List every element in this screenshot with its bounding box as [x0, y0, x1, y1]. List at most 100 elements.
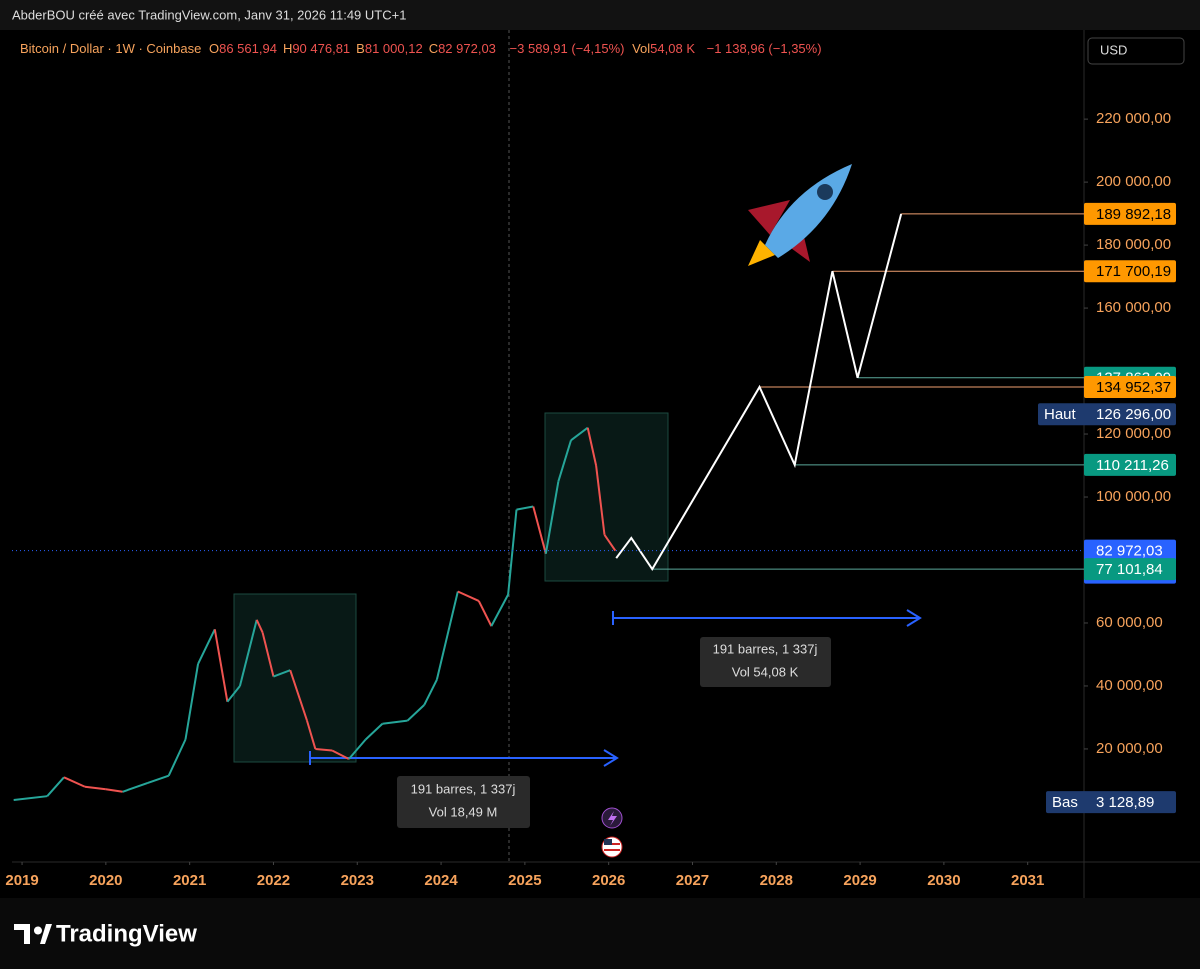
event-icons	[601, 807, 623, 858]
price-label-box	[1084, 375, 1176, 398]
price-segment	[477, 600, 493, 627]
currency[interactable]: USD	[1100, 42, 1127, 57]
y-tick-label: 180 000,00	[1096, 236, 1171, 253]
volume-value: 54,08 K	[650, 41, 695, 56]
range-box	[233, 593, 357, 763]
ohlc: O86 561,94 H90 476,81 B81 000,12 C82 972,03	[209, 41, 502, 56]
price-segment	[105, 788, 123, 793]
symbol: Bitcoin / Dollar · 1W · Coinbase	[20, 41, 202, 56]
logo: TradingView	[14, 920, 197, 947]
x-tick-label: 2027	[676, 872, 709, 889]
x-tick-label: 2031	[1011, 872, 1044, 889]
price-segment	[289, 669, 308, 721]
y-tick-label: 40 000,00	[1096, 677, 1163, 694]
x-tick-label: 2019	[5, 872, 38, 889]
price-segment	[167, 739, 187, 777]
price-segment	[435, 591, 459, 680]
price-label: 110 211,26	[1096, 457, 1169, 474]
price-segment	[516, 505, 534, 511]
volume-key: Vol	[632, 41, 651, 56]
price-segment	[557, 440, 572, 482]
y-tick-label: 100 000,00	[1096, 488, 1171, 505]
price-label: 126 296,00	[1096, 406, 1171, 423]
price-segment	[306, 720, 317, 750]
range-box	[544, 412, 669, 582]
price-segment	[382, 719, 408, 725]
price-label-box	[1084, 558, 1176, 581]
x-tick-label: 2028	[760, 872, 793, 889]
price-segment	[261, 632, 275, 677]
measure-tooltip	[397, 776, 530, 828]
price-segment	[490, 594, 509, 627]
ohlc-key: H	[282, 41, 293, 56]
ohlc-key: C	[428, 41, 439, 56]
ohlc-key: O	[208, 41, 220, 56]
projection-line	[615, 213, 903, 572]
price-segment	[570, 426, 589, 442]
y-tick-label: 160 000,00	[1096, 299, 1171, 316]
volume: Vol54,08 K	[632, 41, 699, 56]
brand: TradingView	[56, 920, 197, 947]
x-tick-label: 2026	[592, 872, 625, 889]
ohlc-value: 82 972,03	[438, 41, 496, 56]
price-segment	[255, 619, 264, 633]
legend: Bitcoin / Dollar · 1W · Coinbase O86 561…	[20, 41, 826, 56]
price-segment	[406, 704, 425, 722]
price-segment	[122, 782, 149, 793]
measure-text: 191 barres, 1 337j	[411, 781, 516, 796]
price-segment	[457, 590, 480, 602]
price-label-box	[1084, 260, 1176, 283]
price-segment	[586, 427, 598, 466]
x-tick-label: 2024	[424, 872, 458, 889]
x-tick-label: 2030	[927, 872, 960, 889]
price-label-box	[1084, 453, 1176, 476]
y-tick-label: 220 000,00	[1096, 110, 1171, 127]
price-label: 3 128,89	[1096, 794, 1154, 811]
y-tick-label: 120 000,00	[1096, 425, 1171, 442]
price-segment	[84, 785, 106, 791]
price-label: 134 952,37	[1096, 379, 1171, 396]
measure-arrow	[309, 609, 922, 767]
price-segment	[364, 723, 384, 741]
price-segment	[238, 619, 258, 687]
volume-change: −1 138,96 (−1,35%)	[706, 41, 822, 56]
x-tick-label: 2022	[257, 872, 290, 889]
price-label: 189 892,18	[1096, 206, 1171, 223]
y-tick-label: 200 000,00	[1096, 173, 1171, 190]
price-segment	[507, 509, 518, 595]
y-tick-label: 20 000,00	[1096, 740, 1163, 757]
x-tick-label: 2021	[173, 872, 206, 889]
price-segment	[147, 774, 170, 784]
measure-volume: Vol 18,49 M	[429, 804, 498, 819]
top-bar	[0, 0, 1200, 30]
x-tick-label: 2020	[89, 872, 122, 889]
price-segment	[13, 795, 48, 801]
price-label-tag: Bas	[1052, 794, 1078, 811]
price-label: 77 101,84	[1096, 561, 1163, 578]
price-segment	[348, 738, 367, 760]
price-label-tag: Haut	[1044, 406, 1077, 423]
change: −3 589,91 (−4,15%)	[509, 41, 625, 56]
price-segment	[273, 669, 291, 678]
measure-volume: Vol 54,08 K	[732, 664, 799, 679]
ohlc-key: B	[356, 41, 365, 56]
rocket-icon	[748, 164, 852, 266]
footer	[0, 898, 1200, 969]
x-tick-label: 2029	[843, 872, 876, 889]
price-segment	[315, 747, 333, 752]
price-label-box	[1046, 791, 1176, 814]
author-line: AbderBOU créé avec TradingView.com, Janv…	[12, 7, 406, 22]
currency-box[interactable]	[1087, 37, 1185, 65]
price-segment	[63, 776, 86, 788]
price-label: 82 972,03	[1096, 543, 1163, 560]
price-segment	[532, 506, 547, 554]
measure-tooltip	[700, 637, 831, 687]
y-tick-label: 60 000,00	[1096, 614, 1163, 631]
ohlc-value: 86 561,94	[219, 41, 277, 56]
price-segment	[184, 663, 200, 740]
price-segment	[423, 679, 438, 706]
price-segment	[331, 749, 350, 760]
x-tick-label: 2023	[341, 872, 374, 889]
